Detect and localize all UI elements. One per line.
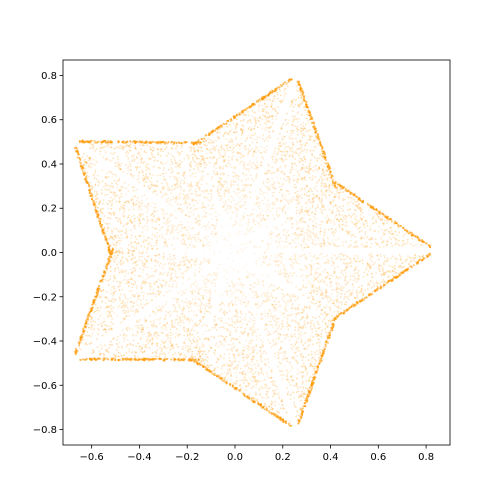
y-tick-label: 0.8 [41,71,57,82]
x-tick-label: 0.2 [275,452,291,463]
petal-3 [74,139,218,255]
scatter-points [74,78,432,427]
y-axis: 0.8 0.6 0.4 0.2 0.0 −0.2 −0.4 −0.6 −0.8 [33,71,63,436]
x-tick-label: −0.4 [127,452,151,463]
y-tick-label: −0.6 [33,381,57,392]
y-tick-label: 0.6 [41,115,57,126]
petal-4 [74,248,221,362]
x-tick-label: 0.8 [418,452,434,463]
petal-2 [193,78,338,235]
y-tick-label: −0.4 [33,337,57,348]
y-tick-label: 0.0 [41,248,57,259]
x-tick-label: −0.6 [80,452,104,463]
y-tick-label: 0.2 [41,204,57,215]
x-tick-label: 0.0 [227,452,243,463]
x-tick-label: −0.2 [175,452,199,463]
x-tick-label: 0.6 [370,452,386,463]
y-tick-label: 0.4 [41,159,57,170]
x-axis: −0.6 −0.4 −0.2 0.0 0.2 0.4 0.6 0.8 [80,445,435,463]
y-tick-label: −0.8 [33,425,57,436]
petal-5 [193,271,337,427]
y-tick-label: −0.2 [33,292,57,303]
x-tick-label: 0.4 [323,452,339,463]
